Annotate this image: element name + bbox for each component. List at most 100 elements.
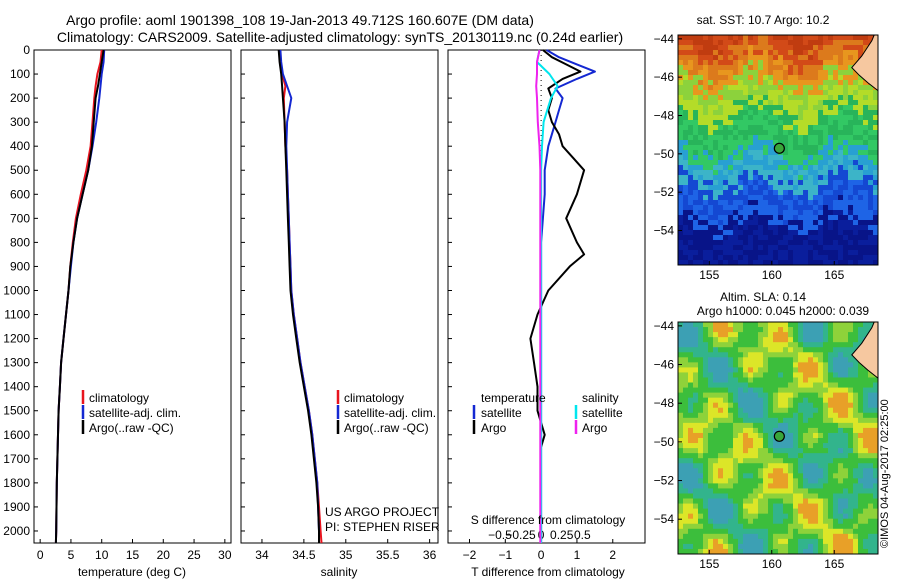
map-cell [813, 538, 819, 545]
map-cell [818, 523, 824, 530]
map-cell [743, 210, 749, 216]
map-cell [728, 548, 734, 555]
map-cell [708, 170, 714, 176]
map-cell [688, 382, 694, 388]
map-cell [763, 165, 769, 171]
map-cell [688, 150, 694, 156]
map-cell [683, 508, 689, 515]
map-cell [813, 392, 819, 399]
map-cell [798, 518, 804, 525]
map-cell [733, 130, 739, 136]
map-cell [743, 80, 749, 86]
map-cell [798, 488, 804, 494]
map-cell [763, 387, 769, 394]
map-cell [778, 382, 784, 388]
map-cell [863, 80, 869, 86]
map-cell [683, 110, 689, 116]
map-cell [843, 115, 849, 121]
map-cell [718, 150, 724, 156]
map-cell [698, 523, 704, 530]
map-cell [873, 140, 879, 146]
map-cell [818, 65, 824, 71]
map-cell [758, 140, 764, 146]
map-cell [818, 422, 824, 429]
map-cell [688, 417, 694, 424]
map-cell [683, 85, 689, 91]
map-cell [763, 175, 769, 181]
map-cell [823, 322, 829, 328]
map-cell [868, 503, 874, 510]
map-cell [793, 70, 799, 76]
map-cell [848, 120, 854, 126]
map-cell [678, 130, 684, 136]
map-cell [713, 387, 719, 394]
map-cell [798, 260, 804, 266]
map-cell [843, 140, 849, 146]
map-cell [748, 488, 754, 494]
map-cell [783, 352, 789, 358]
map-cell [678, 255, 684, 261]
map-cell [698, 412, 704, 419]
map-cell [743, 468, 749, 474]
map-cell [758, 135, 764, 141]
map-cell [828, 448, 834, 454]
map-cell [683, 165, 689, 171]
map-cell [743, 463, 749, 469]
map-cell [763, 225, 769, 231]
map-cell [768, 170, 774, 176]
map-cell [678, 417, 684, 424]
map-cell [833, 130, 839, 136]
map-cell [728, 40, 734, 46]
map-cell [858, 488, 864, 494]
map-cell [678, 260, 684, 266]
map-cell [758, 85, 764, 91]
map-cell [818, 150, 824, 156]
map-cell [828, 260, 834, 266]
map-cell [818, 538, 824, 545]
map-cell [753, 90, 759, 96]
map-cell [738, 443, 744, 449]
map-cell [853, 322, 859, 328]
map-cell [823, 125, 829, 131]
map-cell [713, 90, 719, 96]
map-cell [693, 493, 699, 499]
map-cell [788, 235, 794, 241]
map-cell [678, 453, 684, 459]
map-cell [868, 200, 874, 206]
map-cell [738, 382, 744, 388]
map-cell [788, 448, 794, 454]
map-cell [813, 50, 819, 56]
map-cell [808, 513, 814, 520]
map-cell [843, 40, 849, 46]
map-cell [823, 230, 829, 236]
map-cell [748, 105, 754, 111]
map-cell [813, 215, 819, 221]
map-cell [788, 432, 794, 439]
map-cell [868, 417, 874, 424]
map-cell [688, 342, 694, 348]
map-cell [768, 407, 774, 414]
map-cell [678, 342, 684, 348]
map-cell [858, 362, 864, 368]
map-cell [843, 387, 849, 394]
map-cell [758, 185, 764, 191]
map-cell [778, 220, 784, 226]
map-cell [818, 210, 824, 216]
map-cell [743, 352, 749, 358]
map-cell [678, 387, 684, 394]
map-cell [803, 367, 809, 373]
map-cell [868, 85, 874, 91]
map-cell [743, 195, 749, 201]
map-cell [793, 438, 799, 444]
map-cell [698, 367, 704, 373]
map-cell [803, 120, 809, 126]
map-cell [748, 235, 754, 241]
map-cell [813, 463, 819, 469]
map-cell [718, 337, 724, 343]
map-cell [793, 543, 799, 550]
map-cell [838, 210, 844, 216]
map-cell [743, 523, 749, 530]
map-cell [833, 145, 839, 151]
map-cell [778, 90, 784, 96]
map-cell [823, 438, 829, 444]
